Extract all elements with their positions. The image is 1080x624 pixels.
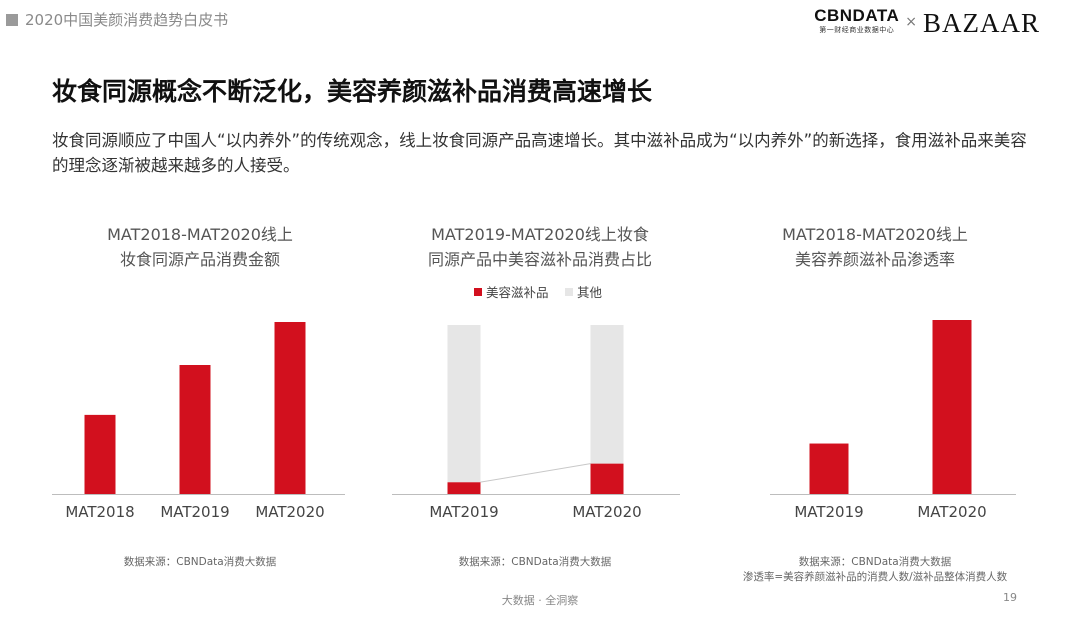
- chart1-xtick-mat2020: MAT2020: [255, 503, 324, 521]
- report-tag: 2020中国美颜消费趋势白皮书: [6, 9, 228, 30]
- footer-slogan: 大数据 · 全洞察: [501, 594, 579, 607]
- chart1-bar-mat2018: [84, 414, 116, 494]
- chart2-xtick-mat2019: MAT2019: [429, 503, 498, 521]
- chart3-bar-mat2019: [809, 443, 849, 494]
- chart2-growth-connector: [480, 463, 591, 483]
- chart3-title-line2: 美容养颜滋补品渗透率: [794, 250, 955, 269]
- brand-logos: CBNDATA 第一财经商业数据中心 × BAZAAR: [814, 6, 1040, 40]
- chart1-xtick-mat2018: MAT2018: [65, 503, 134, 521]
- chart1-bar-mat2020: [274, 322, 306, 494]
- chart2-legend-swatch-main: [474, 288, 482, 296]
- chart1-bar-mat2019: [179, 365, 211, 494]
- report-square-icon: [6, 13, 18, 26]
- chart1-title: MAT2018-MAT2020线上 妆食同源产品消费金额: [70, 222, 330, 272]
- chart2-title-line1: MAT2019-MAT2020线上妆食: [431, 225, 649, 244]
- chart3-title-line1: MAT2018-MAT2020线上: [782, 225, 968, 244]
- bazaar-logo: BAZAAR: [922, 8, 1040, 38]
- chart2-bar-mat2019-other: [447, 325, 481, 483]
- chart2-legend-label-other: 其他: [577, 285, 603, 300]
- chart2-title: MAT2019-MAT2020线上妆食 同源产品中美容滋补品消费占比: [395, 222, 685, 272]
- chart3-source: 数据来源：CBNData消费大数据 渗透率=美容养颜滋补品的消费人数/滋补品整体…: [720, 555, 1030, 585]
- chart3-xtick-mat2019: MAT2019: [794, 503, 863, 521]
- chart2-source-line1: 数据来源：CBNData消费大数据: [458, 556, 612, 568]
- cbndata-wordmark: CBNDATA: [814, 6, 900, 25]
- chart3-title: MAT2018-MAT2020线上 美容养颜滋补品渗透率: [745, 222, 1005, 272]
- intro-paragraph: 妆食同源顺应了中国人“以内养外”的传统观念，线上妆食同源产品高速增长。其中滋补品…: [52, 131, 1027, 175]
- chart2-legend-swatch-other: [565, 288, 573, 296]
- cbndata-subtitle: 第一财经商业数据中心: [819, 26, 895, 34]
- page-headline: 妆食同源概念不断泛化，美容养颜滋补品消费高速增长: [52, 77, 653, 106]
- chart2-bar-mat2020-other: [590, 325, 624, 464]
- chart1-title-line2: 妆食同源产品消费金额: [119, 250, 280, 269]
- chart2-bar-mat2020-main: [590, 463, 624, 494]
- chart3-xtick-mat2020: MAT2020: [917, 503, 986, 521]
- chart2-source: 数据来源：CBNData消费大数据: [400, 555, 670, 570]
- chart2-xtick-mat2020: MAT2020: [572, 503, 641, 521]
- chart1-xtick-mat2019: MAT2019: [160, 503, 229, 521]
- chart1-source: 数据来源：CBNData消费大数据: [70, 555, 330, 570]
- chart2-legend-label-main: 美容滋补品: [486, 285, 549, 300]
- times-separator: ×: [905, 14, 917, 30]
- page-number: 19: [1003, 591, 1017, 604]
- chart1-title-line1: MAT2018-MAT2020线上: [107, 225, 293, 244]
- chart1-source-line1: 数据来源：CBNData消费大数据: [123, 556, 277, 568]
- chart3-source-line1: 数据来源：CBNData消费大数据: [798, 556, 952, 568]
- chart3-source-line2: 渗透率=美容养颜滋补品的消费人数/滋补品整体消费人数: [742, 571, 1008, 583]
- chart3-bar-mat2020: [932, 320, 972, 494]
- cbndata-logo: CBNDATA 第一财经商业数据中心: [814, 6, 899, 35]
- chart2-title-line2: 同源产品中美容滋补品消费占比: [427, 250, 652, 269]
- report-title: 2020中国美颜消费趋势白皮书: [25, 11, 229, 29]
- chart2-bar-mat2019-main: [447, 482, 481, 494]
